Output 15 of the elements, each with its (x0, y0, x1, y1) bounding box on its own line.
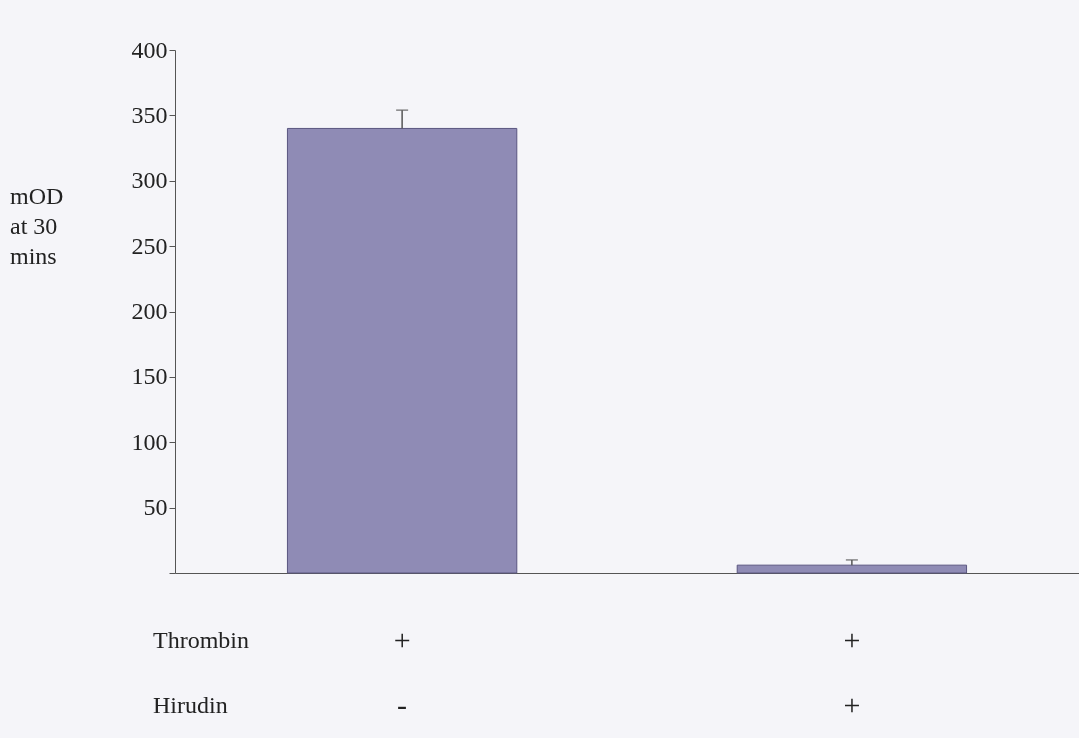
text: + (843, 623, 861, 656)
y-tick-label: 150 (131, 363, 168, 390)
y-tick-label: 50 (143, 494, 168, 521)
text: + (843, 688, 861, 721)
text: Thrombin (153, 627, 249, 653)
text: + (393, 623, 411, 656)
y-tick-label: 200 (131, 298, 168, 324)
y-axis-title: mOD at 30 mins (10, 183, 64, 269)
y-tick-label: 300 (131, 167, 168, 194)
text: - (397, 688, 408, 721)
y-tick-label: 350 (131, 101, 168, 128)
y-tick-label: 100 (131, 428, 168, 455)
y-tick-label: 400 (131, 36, 168, 63)
text: Hirudin (153, 692, 228, 718)
y-tick-label: 250 (131, 232, 168, 259)
